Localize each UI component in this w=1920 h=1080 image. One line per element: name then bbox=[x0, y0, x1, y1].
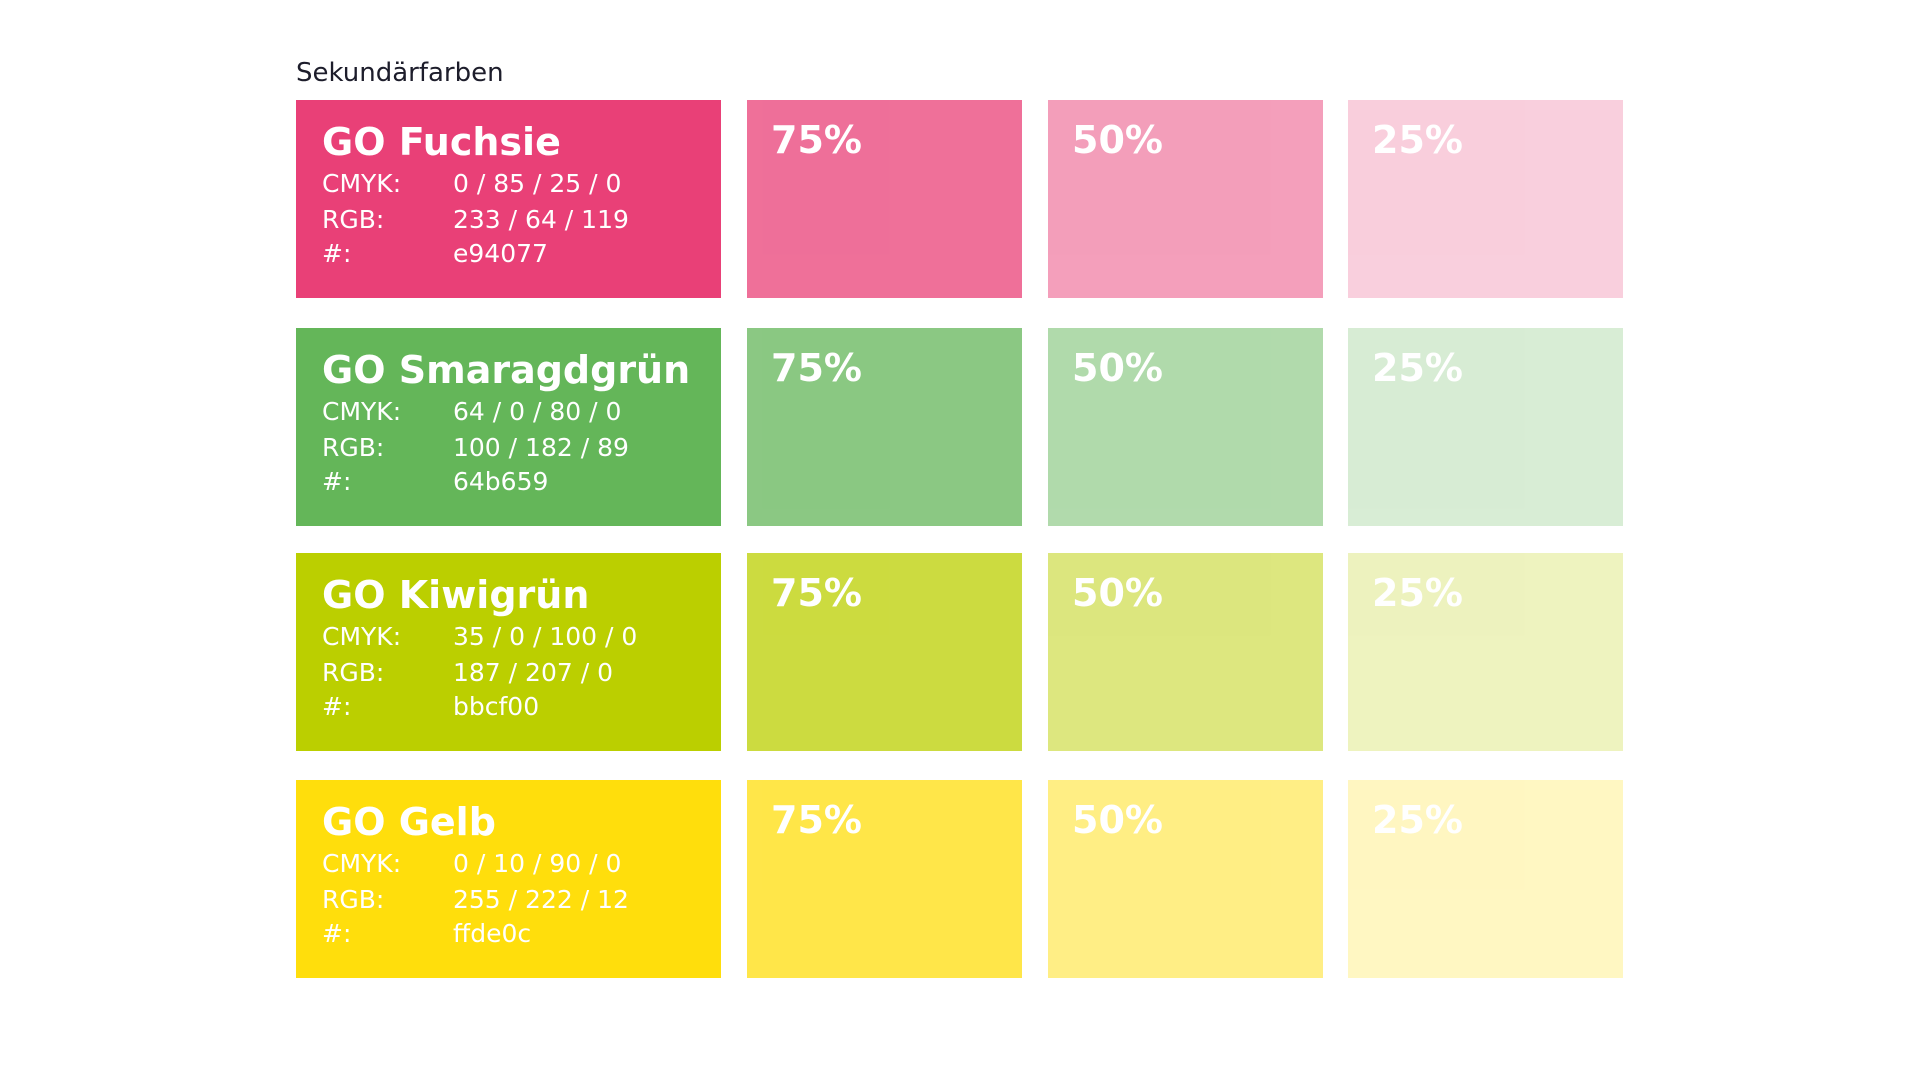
tint-label: 75% bbox=[771, 346, 862, 390]
tint-swatch: 50% bbox=[1048, 553, 1323, 751]
hex-value: ffde0c bbox=[453, 919, 532, 948]
hex-value: 64b659 bbox=[453, 467, 549, 496]
color-name: GO Gelb bbox=[322, 800, 496, 844]
tint-swatch: 25% bbox=[1348, 100, 1623, 298]
tint-swatch: 75% bbox=[747, 100, 1022, 298]
color-card: GO Fuchsie CMYK: 0 / 85 / 25 / 0 RGB: 233 / … bbox=[296, 100, 721, 298]
hex-label: #: bbox=[322, 467, 352, 496]
rgb-label: RGB: bbox=[322, 885, 385, 914]
tint-swatch: 25% bbox=[1348, 780, 1623, 978]
color-name: GO Smaragdgrün bbox=[322, 348, 691, 392]
cmyk-label: CMYK: bbox=[322, 622, 402, 651]
section-title: Sekundärfarben bbox=[296, 58, 504, 88]
hex-value: e94077 bbox=[453, 239, 548, 268]
cmyk-label: CMYK: bbox=[322, 397, 402, 426]
rgb-label: RGB: bbox=[322, 433, 385, 462]
rgb-value: 233 / 64 / 119 bbox=[453, 205, 629, 234]
tint-label: 75% bbox=[771, 118, 862, 162]
tint-swatch: 25% bbox=[1348, 553, 1623, 751]
tint-swatch: 25% bbox=[1348, 328, 1623, 526]
tint-label: 25% bbox=[1372, 571, 1463, 615]
cmyk-label: CMYK: bbox=[322, 169, 402, 198]
tint-label: 50% bbox=[1072, 571, 1163, 615]
tint-label: 50% bbox=[1072, 118, 1163, 162]
rgb-value: 100 / 182 / 89 bbox=[453, 433, 629, 462]
rgb-value: 187 / 207 / 0 bbox=[453, 658, 613, 687]
tint-label: 50% bbox=[1072, 346, 1163, 390]
color-name: GO Fuchsie bbox=[322, 120, 561, 164]
cmyk-value: 0 / 10 / 90 / 0 bbox=[453, 849, 622, 878]
tint-label: 75% bbox=[771, 571, 862, 615]
color-card: GO Smaragdgrün CMYK: 64 / 0 / 80 / 0 RGB: 10… bbox=[296, 328, 721, 526]
cmyk-label: CMYK: bbox=[322, 849, 402, 878]
rgb-label: RGB: bbox=[322, 205, 385, 234]
cmyk-value: 64 / 0 / 80 / 0 bbox=[453, 397, 622, 426]
tint-swatch: 50% bbox=[1048, 100, 1323, 298]
hex-label: #: bbox=[322, 692, 352, 721]
cmyk-value: 0 / 85 / 25 / 0 bbox=[453, 169, 622, 198]
hex-label: #: bbox=[322, 239, 352, 268]
tint-label: 25% bbox=[1372, 798, 1463, 842]
rgb-label: RGB: bbox=[322, 658, 385, 687]
tint-swatch: 75% bbox=[747, 328, 1022, 526]
rgb-value: 255 / 222 / 12 bbox=[453, 885, 629, 914]
tint-label: 50% bbox=[1072, 798, 1163, 842]
tint-label: 25% bbox=[1372, 346, 1463, 390]
color-name: GO Kiwigrün bbox=[322, 573, 590, 617]
tint-swatch: 50% bbox=[1048, 780, 1323, 978]
hex-label: #: bbox=[322, 919, 352, 948]
tint-swatch: 75% bbox=[747, 780, 1022, 978]
tint-label: 75% bbox=[771, 798, 862, 842]
color-card: GO Kiwigrün CMYK: 35 / 0 / 100 / 0 RGB: 187 … bbox=[296, 553, 721, 751]
cmyk-value: 35 / 0 / 100 / 0 bbox=[453, 622, 638, 651]
hex-value: bbcf00 bbox=[453, 692, 540, 721]
tint-label: 25% bbox=[1372, 118, 1463, 162]
tint-swatch: 50% bbox=[1048, 328, 1323, 526]
tint-swatch: 75% bbox=[747, 553, 1022, 751]
color-card: GO Gelb CMYK: 0 / 10 / 90 / 0 RGB: 255 / 222… bbox=[296, 780, 721, 978]
